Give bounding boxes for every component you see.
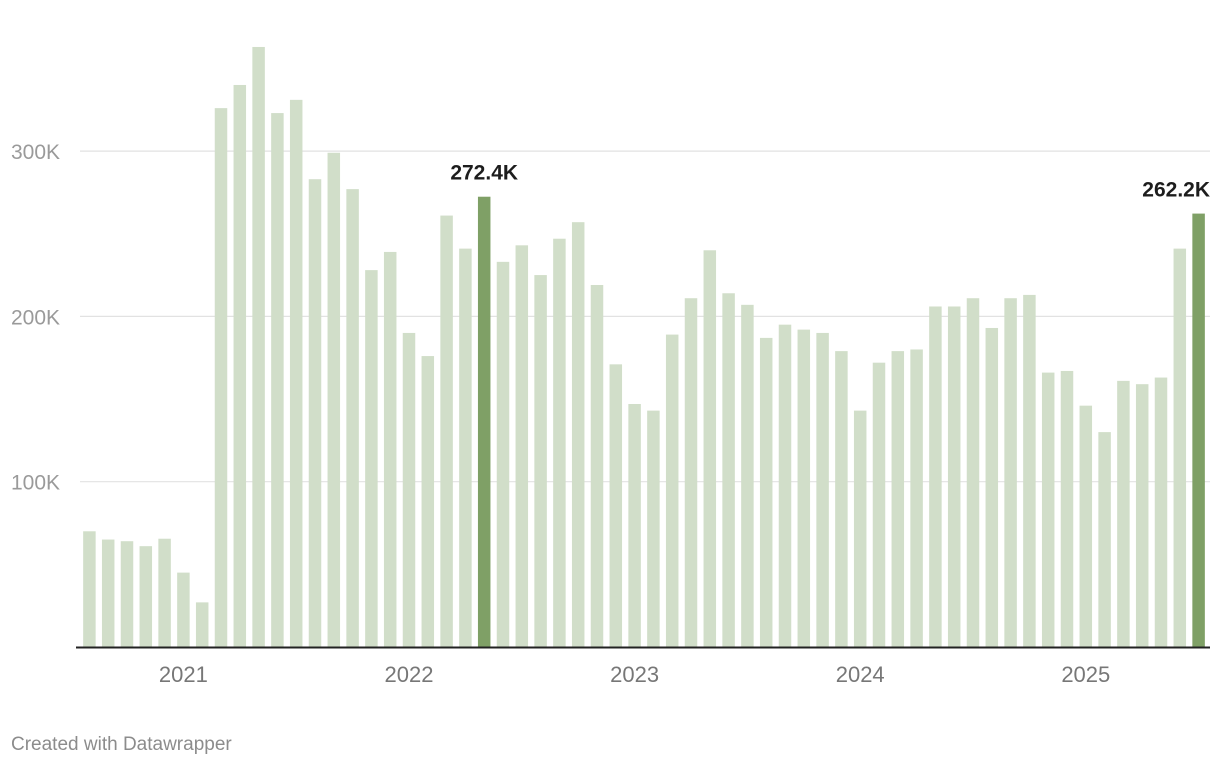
bar [383, 251, 397, 648]
bar [759, 337, 773, 647]
bar [816, 332, 829, 647]
x-tick-label: 2024 [836, 662, 885, 687]
bar [1041, 372, 1055, 647]
bar [496, 261, 510, 647]
bar [1135, 384, 1149, 647]
bar [553, 238, 566, 648]
y-tick-label: 300K [11, 141, 60, 164]
data-label: 262.2K [1142, 179, 1210, 202]
bar [778, 324, 792, 647]
bar [1079, 405, 1093, 647]
bar [835, 351, 848, 647]
x-tick-label: 2025 [1061, 662, 1110, 687]
bar [1004, 298, 1017, 647]
x-tick-label: 2022 [385, 662, 434, 687]
bar [966, 298, 980, 647]
y-tick-label: 200K [11, 306, 60, 329]
bar [1060, 370, 1074, 647]
bar [83, 531, 96, 647]
bar [120, 541, 134, 647]
bars [83, 46, 1205, 648]
bar [1154, 377, 1168, 647]
bar [853, 410, 867, 647]
bar [872, 362, 886, 647]
bar [421, 356, 435, 647]
bar [158, 538, 171, 647]
gridlines [80, 150, 1210, 483]
bar [628, 404, 641, 647]
x-tick-label: 2023 [610, 662, 659, 687]
bar [515, 245, 529, 648]
bar [609, 364, 623, 647]
bar [722, 293, 735, 647]
bar [308, 179, 322, 648]
bar [1023, 294, 1036, 647]
bar [590, 284, 604, 647]
bar [665, 334, 679, 647]
bar [365, 270, 378, 647]
bar [571, 222, 585, 647]
bar [534, 275, 547, 647]
bar [139, 546, 153, 647]
bar [289, 99, 303, 648]
bar [947, 306, 961, 647]
bar [741, 304, 754, 647]
bar [101, 539, 115, 647]
bar [459, 248, 472, 647]
data-labels: 272.4K 262.2K [450, 162, 1210, 202]
credit-text: Created with Datawrapper [11, 734, 232, 755]
data-label: 272.4K [450, 162, 518, 185]
bar [985, 327, 999, 647]
bar [440, 215, 453, 647]
bar [252, 46, 265, 647]
bar [1173, 248, 1187, 647]
x-axis-ticks: 2021 2022 2023 2024 2025 [159, 662, 1110, 687]
bar [233, 84, 247, 648]
bar [195, 602, 209, 647]
bar [402, 332, 416, 647]
bar [891, 351, 905, 647]
bar [177, 572, 190, 647]
bar [1098, 432, 1111, 647]
bar [647, 410, 660, 647]
bar-highlight [477, 196, 491, 648]
bar [797, 329, 811, 647]
bar [703, 250, 717, 647]
bar [271, 113, 284, 648]
y-axis-ticks: 100K 200K 300K [11, 141, 60, 495]
bar [1117, 380, 1130, 647]
bar-highlight [1192, 213, 1205, 647]
bar [346, 189, 359, 647]
bar [684, 298, 698, 647]
bar [214, 108, 228, 647]
x-tick-label: 2021 [159, 662, 208, 687]
bar [327, 152, 341, 648]
y-tick-label: 100K [11, 472, 60, 495]
bar [929, 306, 942, 647]
bar [910, 349, 923, 647]
